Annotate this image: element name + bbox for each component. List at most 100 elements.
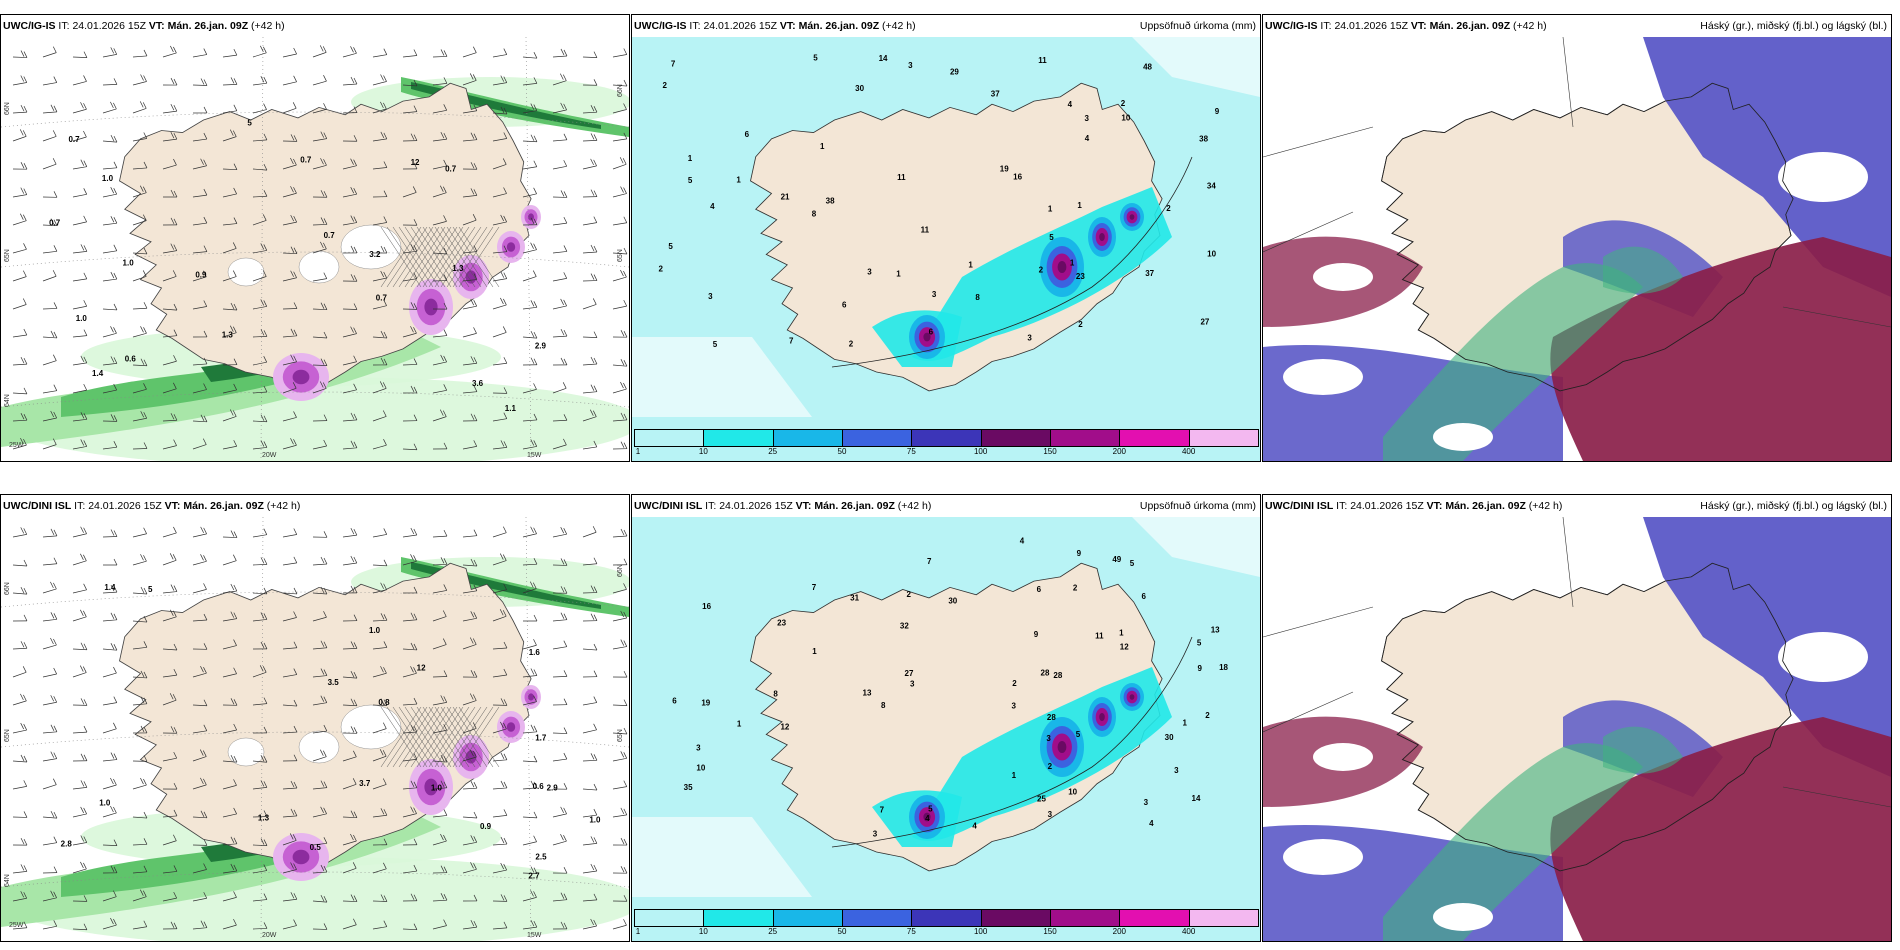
precip-value-label: 35 [684,783,693,792]
precip-value-label: 3 [932,290,937,299]
precip-value-label: 5 [1130,559,1135,568]
precip-value-label: 0.7 [324,231,336,240]
colorbar-swatch [1050,429,1121,447]
precip-value-label: 12 [411,158,420,167]
axis-label: 20W [262,932,277,939]
precip-value-label: 2 [1078,320,1083,329]
precip-value-label: 12 [1120,643,1129,652]
precip-value-label: 5 [928,804,933,813]
precip-value-label: 3 [1144,798,1149,807]
cloud-map[interactable] [1263,517,1891,941]
precip-value-label: 5 [1197,639,1202,648]
colorbar-swatch [634,909,705,927]
precip-value-label: 2 [1048,762,1053,771]
precip-value-label: 5 [1076,730,1081,739]
colorbar-tick-label: 100 [973,447,988,456]
precip-value-label: 1 [688,154,693,163]
precip-value-label: 27 [1200,318,1209,327]
precip-value-label: 37 [991,89,1000,98]
precip-value-label: 4 [1068,100,1073,109]
precip-value-label: 3 [1012,701,1017,710]
precip-value-label: 10 [1121,113,1130,122]
axis-label: 15W [527,932,542,939]
precip-value-label: 14 [879,54,888,63]
colorbar-swatch [911,909,982,927]
precip-colorbar: 1 10 25 50 75 100 150 200 400 [634,909,1259,939]
precip-value-label: 23 [1076,272,1085,281]
colorbar-tick-label: 200 [1112,447,1127,456]
precip-value-label: 3.6 [472,379,484,388]
precip-value-label: 3.5 [328,678,340,687]
colorbar-swatch [703,429,774,447]
wind-map[interactable]: 66N 65N 64N 25W 20W 15W 66N 65N 1.0 0.8 0.6 1.0 1.0 0… [1,517,629,941]
cloud-map[interactable] [1263,37,1891,461]
precip-value-label: 13 [863,689,872,698]
precip-value-label: 1.7 [535,734,547,743]
precip-value-label: 1 [1077,201,1082,210]
colorbar-tick-label: 150 [1043,927,1057,936]
precip-value-label: 4 [972,822,977,831]
precip-value-label: 0.8 [378,698,390,707]
panel-title: UWC/DINI ISL IT: 24.01.2026 15Z VT: Mán.… [632,495,1260,517]
panel-title-right: Háský (gr.), miðský (fj.bl.) og lágský (… [1700,500,1887,512]
colorbar-swatch [1119,429,1190,447]
colorbar-tick-label: 50 [837,927,847,936]
precip-value-label: 7 [789,337,794,346]
precip-value-label: 3 [1027,334,1032,343]
axis-label: 64N [4,394,11,407]
precip-value-label: 18 [1219,663,1228,672]
precip-value-label: 1 [820,142,825,151]
precip-value-label: 2 [1039,266,1044,275]
precip-value-label: 14 [1192,794,1201,803]
precip-value-label: 3 [708,292,713,301]
precip-value-label: 7 [812,583,817,592]
panel-row1-wind: UWC/IG-IS IT: 24.01.2026 15Z VT: Mán. 26… [0,14,630,462]
panel-title: UWC/IG-IS IT: 24.01.2026 15Z VT: Mán. 26… [3,20,285,32]
precip-colorbar: 1 10 25 50 75 100 150 200 400 [634,429,1259,459]
colorbar-tick-label: 25 [768,447,778,456]
precip-value-label: 1.3 [222,331,234,340]
panel-row2-wind: UWC/DINI ISL IT: 24.01.2026 15Z VT: Mán.… [0,494,630,942]
precip-value-label: 1.4 [92,369,104,378]
precip-value-label: 10 [1068,788,1077,797]
precip-value-label: 1 [812,647,817,656]
precip-value-label: 3 [873,829,878,838]
panel-title-right: Uppsöfnuð úrkoma (mm) [1139,500,1256,512]
precip-value-label: 2.8 [61,840,73,849]
precip-value-label: 8 [881,701,886,710]
precip-value-label: 0.7 [445,165,457,174]
colorbar-swatch [1188,909,1259,927]
precip-value-label: 16 [1013,172,1022,181]
precip-value-label: 11 [897,173,906,182]
precip-value-label: 25 [1037,795,1046,804]
colorbar-tick-label: 10 [698,447,708,456]
precip-value-label: 1.0 [99,798,111,807]
precip-value-label: 7 [927,557,932,566]
axis-label: 66N [617,564,624,577]
precip-value-label: 11 [921,226,930,235]
precip-value-label: 2.7 [528,872,540,881]
precip-value-label: 1.3 [258,813,270,822]
colorbar-tick-label: 100 [973,927,988,936]
precip-map[interactable]: 4 3 3 2 3 5 5 5 1 3 18 3 3 1 11 30 1 2 1 32 3 10 28 2 2 28 12 3 49 6 9… [632,517,1260,941]
precip-value-label: 21 [781,193,790,202]
precip-value-label: 37 [1145,269,1154,278]
precip-map[interactable]: 4 3 3 6 1 1 3 1 3 2 16 37 4 2 1 1 2 3 7 1 2 10 34 30 8 37 11 3 2 2 23 3… [632,37,1260,461]
precip-value-label: 4 [1020,536,1025,545]
colorbar-swatch [1119,909,1190,927]
wind-map[interactable]: 66N 65N 64N 25W 20W 15W 66N 65N 1.1 1.0 0.7 0.7 2.9 1… [1,37,629,461]
precip-value-label: 2 [1121,99,1126,108]
precip-value-label: 1.0 [76,314,88,323]
precip-value-label: 1.1 [505,404,517,413]
precip-value-label: 1 [896,269,901,278]
colorbar-swatch [911,429,982,447]
precip-value-label: 38 [1199,135,1208,144]
precip-value-label: 5 [813,54,818,63]
colorbar-tick-label: 50 [837,447,847,456]
precip-value-label: 0.7 [68,135,80,144]
precip-value-label: 3 [696,743,701,752]
panel-row1-precip: UWC/IG-IS IT: 24.01.2026 15Z VT: Mán. 26… [631,14,1261,462]
precip-value-label: 0.7 [300,155,312,164]
colorbar-swatch [772,909,843,927]
precip-value-label: 0.7 [49,218,61,227]
